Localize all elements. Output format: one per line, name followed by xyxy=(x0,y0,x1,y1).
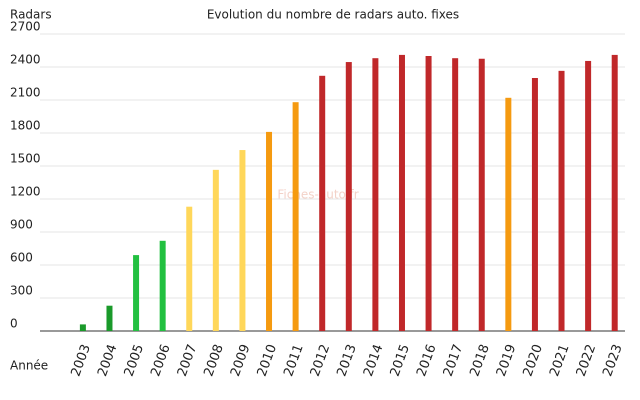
bar xyxy=(345,62,352,332)
x-tick-label: 2013 xyxy=(334,342,359,378)
bar xyxy=(398,54,405,332)
y-tick-label: 600 xyxy=(10,251,33,265)
y-tick-label: 1500 xyxy=(10,152,41,166)
x-tick-label: 2004 xyxy=(95,342,120,378)
x-tick-label: 2018 xyxy=(467,342,492,378)
bar xyxy=(425,56,432,331)
x-tick-label: 2012 xyxy=(308,342,333,378)
x-tick-label: 2011 xyxy=(281,342,306,378)
bar xyxy=(531,78,538,331)
y-tick-label: 2400 xyxy=(10,53,41,67)
bar xyxy=(212,169,219,331)
bar xyxy=(159,240,166,331)
y-tick-label: 1800 xyxy=(10,119,41,133)
y-axis-label: Radars xyxy=(10,8,52,22)
bar xyxy=(505,97,512,331)
y-tick-label: 0 xyxy=(10,317,18,331)
bar xyxy=(585,60,592,331)
bar xyxy=(106,305,113,331)
x-tick-label: 2020 xyxy=(521,342,546,378)
x-tick-label: 2023 xyxy=(600,342,625,378)
bar xyxy=(79,324,86,331)
bar xyxy=(319,75,326,331)
x-tick-label: 2008 xyxy=(201,342,226,378)
bar xyxy=(186,206,193,331)
y-tick-label: 1200 xyxy=(10,185,41,199)
bar xyxy=(558,70,565,331)
x-tick-label: 2022 xyxy=(574,342,599,378)
bar xyxy=(133,255,140,331)
x-tick-label: 2021 xyxy=(547,342,572,378)
x-tick-label: 2014 xyxy=(361,342,386,378)
x-tick-label: 2015 xyxy=(388,342,413,378)
x-tick-label: 2006 xyxy=(148,342,173,378)
y-tick-label: 2100 xyxy=(10,86,41,100)
bar xyxy=(372,58,379,331)
x-tick-label: 2017 xyxy=(441,342,466,378)
bar xyxy=(266,131,273,331)
bar xyxy=(292,102,299,331)
y-tick-label: 2700 xyxy=(10,20,41,34)
x-tick-label: 2016 xyxy=(414,342,439,378)
y-tick-label: 300 xyxy=(10,284,33,298)
bar xyxy=(452,58,459,331)
x-tick-label: 2007 xyxy=(175,342,200,378)
x-tick-label: 2009 xyxy=(228,342,253,378)
x-tick-label: 2005 xyxy=(122,342,147,378)
bar xyxy=(478,58,485,331)
bar xyxy=(239,150,246,331)
x-tick-label: 2019 xyxy=(494,342,519,378)
x-axis-label: Année xyxy=(10,359,48,373)
x-tick-label: 2010 xyxy=(255,342,280,378)
bar xyxy=(611,54,618,332)
chart-title: Evolution du nombre de radars auto. fixe… xyxy=(207,8,459,22)
x-tick-label: 2003 xyxy=(69,342,94,378)
y-tick-label: 900 xyxy=(10,218,33,232)
